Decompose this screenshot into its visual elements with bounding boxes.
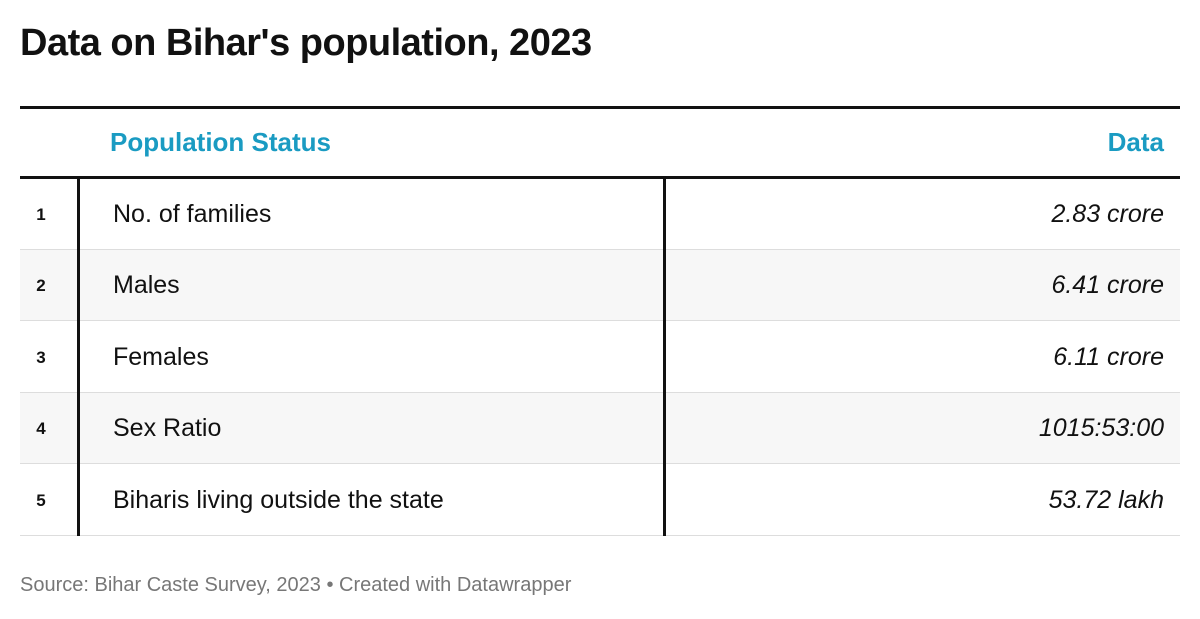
row-value: 6.41 crore <box>1051 271 1164 300</box>
row-number: 4 <box>36 419 46 439</box>
footer: Source: Bihar Caste Survey, 2023 • Creat… <box>20 574 572 596</box>
row-label: Biharis living outside the state <box>113 485 444 514</box>
column-header: Population Status <box>110 127 331 157</box>
row-value: 6.11 crore <box>1053 342 1164 371</box>
row-number: 5 <box>36 490 46 510</box>
top-rule <box>20 106 1180 109</box>
column-divider <box>663 179 666 536</box>
table-row: 4 Sex Ratio 1015:53:00 <box>20 393 1180 465</box>
row-value: 53.72 lakh <box>1048 485 1164 514</box>
row-label: Sex Ratio <box>113 414 222 443</box>
row-value: 2.83 crore <box>1051 200 1164 228</box>
header-rule <box>20 176 1180 179</box>
column-divider <box>77 179 80 536</box>
column-header: Data <box>1107 127 1164 157</box>
row-label: Males <box>113 271 180 300</box>
table-row: 3 Females 6.11 crore <box>20 322 1180 393</box>
title: Data on Bihar's population, 2023 <box>20 22 592 64</box>
row-value: 1015:53:00 <box>1038 414 1164 443</box>
table-row: 5 Biharis living outside the state 53.72 l… <box>20 465 1180 536</box>
row-label: Females <box>113 342 209 371</box>
table-row: 2 Males 6.41 crore <box>20 250 1180 322</box>
row-label: No. of families <box>113 200 272 228</box>
row-number: 1 <box>36 205 46 224</box>
row-number: 3 <box>36 347 46 367</box>
row-number: 2 <box>36 276 46 296</box>
table-row: 1 No. of families 2.83 crore <box>20 179 1180 250</box>
